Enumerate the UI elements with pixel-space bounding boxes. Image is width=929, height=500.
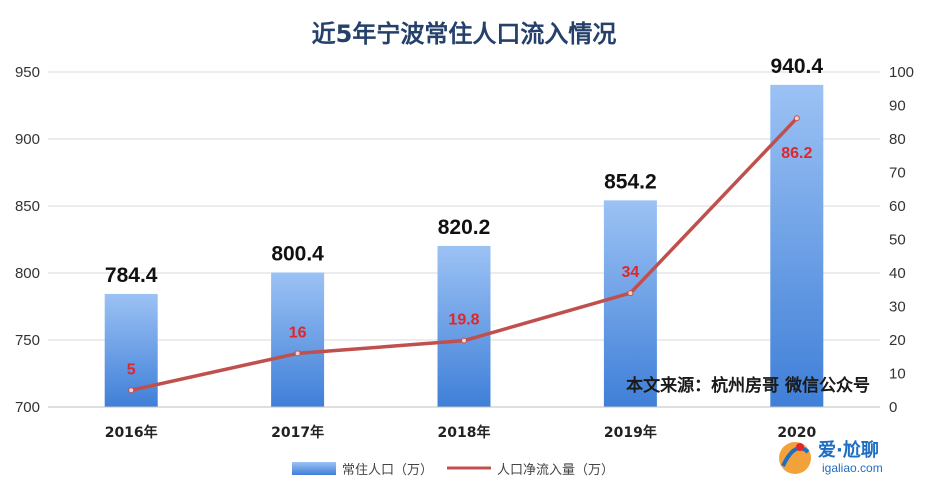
x-category-label: 2016年: [105, 424, 158, 441]
y-left-tick-label: 950: [15, 64, 40, 81]
line-value-label: 86.2: [781, 145, 812, 162]
y-left-tick-label: 750: [15, 332, 40, 349]
y-right-tick-label: 0: [889, 399, 897, 416]
bars: [104, 84, 824, 407]
line-point: [128, 387, 135, 394]
x-category-label: 2020: [777, 425, 816, 441]
y-right-tick-label: 100: [889, 64, 914, 81]
watermark-url: igaliao.com: [822, 461, 883, 475]
bar: [770, 84, 824, 407]
legend: 常住人口（万） 人口净流入量（万）: [292, 462, 614, 478]
line-point: [461, 337, 467, 344]
line-value-label: 34: [622, 264, 640, 281]
line-series: [128, 115, 800, 394]
watermark-logo-icon: [779, 442, 811, 474]
y-right-tick-label: 10: [889, 366, 906, 383]
bar-value-label: 820.2: [438, 216, 491, 239]
watermark: 爱·尬聊 igaliao.com: [779, 439, 883, 475]
y-left-tick-label: 850: [15, 198, 40, 215]
watermark-text: 爱·尬聊: [818, 439, 879, 461]
data-labels: 784.4 800.4 820.2 854.2 940.4 5 16 19.8 34 86.2: [105, 55, 823, 378]
legend-line-label: 人口净流入量（万）: [497, 463, 614, 478]
y-right-tick-label: 50: [889, 232, 906, 249]
line-value-label: 5: [127, 361, 136, 378]
source-annotation: 本文来源：杭州房哥 微信公众号: [626, 375, 870, 396]
legend-bar-label: 常住人口（万）: [342, 463, 433, 478]
line-value-label: 19.8: [448, 312, 479, 329]
y-right-tick-label: 70: [889, 165, 906, 182]
bar-value-label: 800.4: [271, 242, 324, 265]
x-category-label: 2018年: [438, 424, 491, 441]
line-point: [627, 290, 634, 297]
bar-value-label: 854.2: [604, 170, 657, 193]
y-right-tick-label: 80: [889, 131, 906, 148]
bar-value-label: 940.4: [771, 55, 824, 78]
y-left-tick-label: 900: [15, 131, 40, 148]
line-value-label: 16: [289, 324, 307, 341]
bar-value-label: 784.4: [105, 264, 158, 287]
y-left-tick-label: 800: [15, 265, 40, 282]
bar: [437, 245, 491, 407]
x-category-label: 2019年: [604, 424, 657, 441]
y-right-tick-label: 20: [889, 332, 906, 349]
line-point: [294, 350, 301, 357]
chart-title: 近5年宁波常住人口流入情况: [312, 20, 617, 48]
bar: [271, 272, 325, 407]
y-right-tick-label: 30: [889, 299, 906, 316]
legend-bar-swatch: [292, 462, 336, 475]
y-right-tick-label: 60: [889, 198, 906, 215]
y-right-tick-label: 40: [889, 265, 906, 282]
bar: [603, 200, 657, 407]
y-right-tick-label: 90: [889, 98, 906, 115]
x-category-label: 2017年: [271, 424, 324, 441]
axes: 700 750 800 850 900 950 0 10 20 30 40 50 60 70 80 90 100…: [15, 64, 914, 441]
line-point: [793, 115, 800, 122]
y-left-tick-label: 700: [15, 399, 40, 416]
